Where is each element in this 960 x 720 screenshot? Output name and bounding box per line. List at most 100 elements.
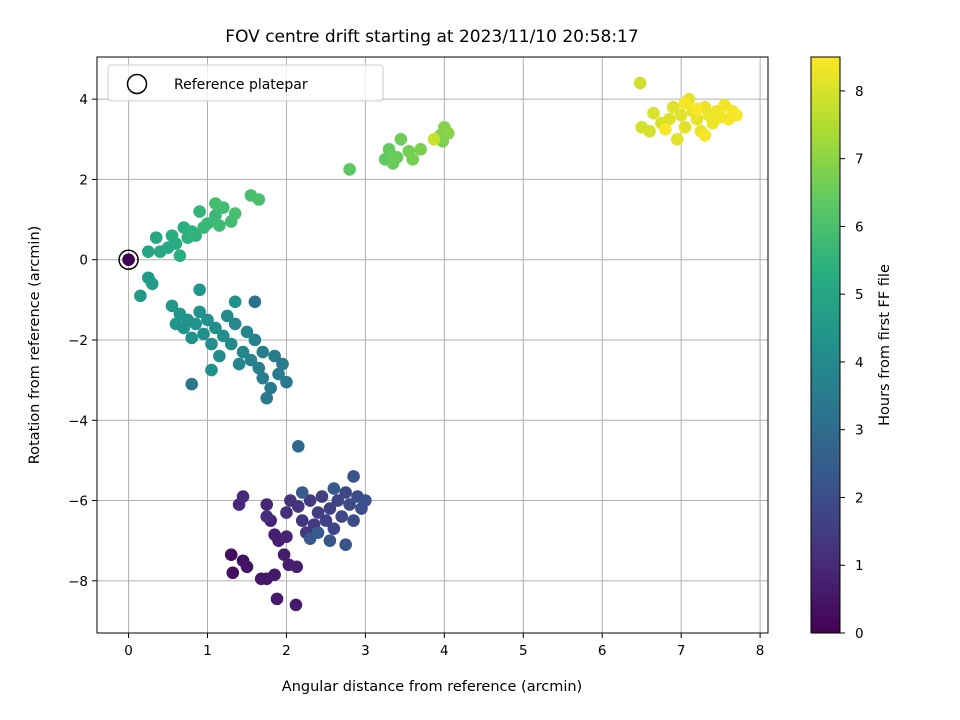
y-tick-label: 4: [79, 92, 88, 108]
data-point: [339, 486, 352, 499]
data-point: [268, 568, 281, 582]
data-point: [264, 381, 277, 395]
legend: Reference platepar: [107, 64, 384, 102]
legend-label: Reference platepar: [174, 77, 308, 93]
data-point: [327, 482, 341, 495]
colorbar-tick-label: 1: [855, 558, 864, 574]
data-point: [217, 329, 230, 343]
data-point: [232, 357, 246, 371]
colorbar-tick-label: 4: [855, 355, 864, 371]
data-point: [213, 349, 226, 363]
colorbar-label: Hours from first FF file: [877, 264, 893, 426]
colorbar-tick-label: 3: [855, 423, 864, 439]
data-point: [205, 337, 218, 351]
data-point: [145, 277, 159, 291]
data-point: [193, 205, 206, 218]
data-point: [224, 548, 238, 562]
data-point: [185, 331, 199, 345]
data-point: [252, 361, 266, 375]
reference-marker: [118, 249, 139, 270]
data-point: [690, 102, 704, 116]
y-tick-label: −4: [68, 413, 88, 429]
grid: [97, 57, 768, 633]
colorbar-tick-label: 6: [855, 219, 864, 235]
data-point: [670, 132, 684, 146]
x-tick-label: 5: [519, 643, 528, 659]
data-point: [343, 498, 356, 511]
data-point: [678, 96, 692, 110]
y-axis-ticks: −8 −6 −4 −2 0 2 4: [68, 92, 97, 590]
data-point: [256, 371, 270, 385]
data-point: [256, 345, 270, 359]
colorbar-tick-label: 7: [855, 152, 864, 168]
data-point: [678, 120, 692, 134]
data-point: [295, 514, 309, 527]
data-point: [226, 566, 240, 580]
data-point: [277, 548, 291, 562]
data-point: [331, 494, 345, 507]
data-point: [205, 363, 218, 377]
colorbar-tick-label: 8: [855, 84, 864, 100]
data-point: [228, 317, 242, 331]
x-tick-label: 1: [203, 643, 212, 659]
data-point: [643, 124, 656, 138]
data-point: [173, 307, 187, 321]
data-point: [142, 245, 155, 258]
y-tick-label: 0: [79, 253, 88, 269]
data-point: [197, 327, 210, 341]
data-point: [427, 132, 441, 146]
legend-marker: [126, 73, 148, 95]
data-point: [659, 122, 672, 136]
data-point: [134, 289, 147, 303]
data-point: [252, 193, 266, 206]
data-point: [213, 219, 226, 232]
data-point: [228, 295, 242, 309]
data-point: [666, 100, 680, 114]
chart-title: FOV centre drift starting at 2023/11/10 …: [225, 27, 638, 47]
x-tick-label: 8: [756, 643, 765, 659]
data-point: [280, 506, 293, 519]
data-point: [289, 598, 303, 612]
data-point: [347, 470, 360, 483]
data-point: [663, 112, 676, 126]
data-point: [311, 506, 325, 519]
colorbar-ticks: 0 1 2 3 4 5 6 7 8: [840, 84, 864, 642]
data-point: [268, 349, 281, 363]
data-point: [303, 494, 317, 507]
data-point: [406, 153, 420, 166]
data-point: [280, 530, 293, 543]
data-point: [260, 498, 274, 511]
data-point: [386, 157, 400, 170]
colorbar-tick-label: 0: [855, 626, 864, 642]
data-point: [327, 522, 341, 535]
plot-frame: [96, 56, 769, 634]
data-point: [169, 317, 183, 331]
data-point: [173, 249, 187, 262]
data-point: [193, 283, 206, 297]
data-point: [647, 106, 660, 120]
data-point: [228, 207, 242, 220]
x-tick-label: 2: [282, 643, 291, 659]
data-point: [248, 333, 262, 347]
x-tick-label: 6: [598, 643, 607, 659]
data-point: [201, 313, 214, 327]
data-point: [248, 295, 262, 309]
y-tick-label: −2: [68, 333, 88, 349]
data-point: [260, 510, 274, 523]
x-axis-ticks: 0 1 2 3 4 5 6 7 8: [124, 633, 764, 659]
data-point: [193, 305, 206, 319]
data-point: [323, 534, 337, 547]
data-point: [280, 375, 293, 389]
data-point: [382, 143, 396, 156]
data-point: [347, 514, 360, 527]
data-point: [272, 367, 285, 381]
data-point: [240, 560, 254, 574]
x-tick-label: 3: [361, 643, 370, 659]
data-point: [290, 560, 304, 574]
data-point: [236, 345, 250, 359]
data-point: [209, 209, 222, 222]
x-tick-label: 4: [440, 643, 449, 659]
data-point: [220, 309, 234, 323]
data-point: [209, 197, 222, 210]
